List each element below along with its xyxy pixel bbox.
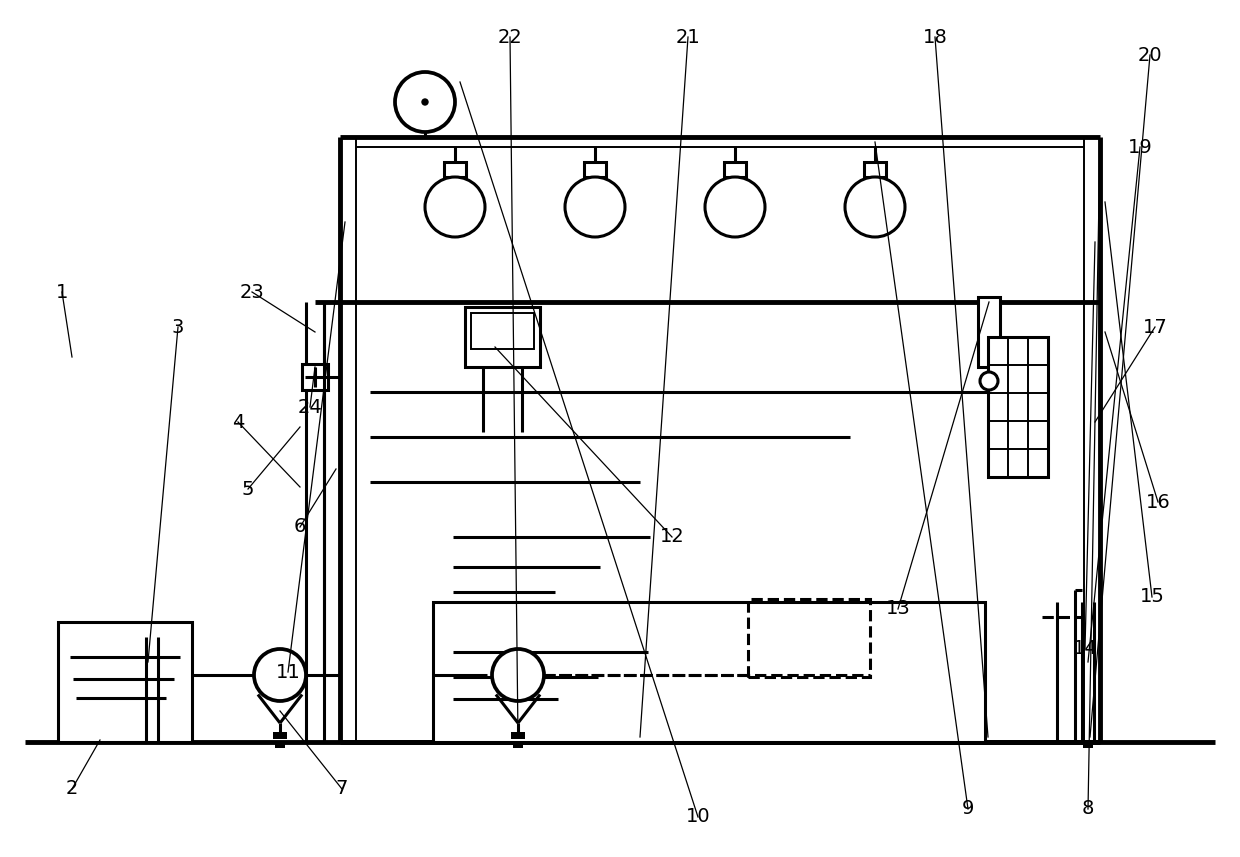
Bar [724,162,746,177]
Text: 22: 22 [497,27,522,46]
Text: 17: 17 [1142,317,1167,337]
Bar [273,732,286,739]
Text: 21: 21 [676,27,701,46]
Circle shape [254,649,306,701]
Bar [465,307,539,367]
Text: 9: 9 [962,800,975,818]
Circle shape [706,177,765,237]
Circle shape [422,99,428,105]
Bar [978,297,999,367]
Text: 23: 23 [239,283,264,302]
Text: 14: 14 [1073,639,1097,658]
Bar [275,741,285,748]
Circle shape [980,372,998,390]
Circle shape [425,177,485,237]
Bar [513,741,523,748]
Text: 16: 16 [1146,493,1171,512]
Text: 20: 20 [1137,45,1162,64]
Text: 5: 5 [242,480,254,499]
Bar [471,313,534,349]
Bar [864,162,887,177]
Bar [303,364,329,390]
Bar [444,162,466,177]
Bar [58,622,192,742]
Circle shape [492,649,544,701]
Text: 11: 11 [275,662,300,681]
Text: 24: 24 [298,398,322,417]
Bar [988,337,1048,477]
Text: 1: 1 [56,283,68,302]
Text: 12: 12 [660,528,684,547]
Text: 8: 8 [1081,800,1094,818]
Circle shape [565,177,625,237]
Text: 6: 6 [294,518,306,536]
Circle shape [844,177,905,237]
Text: 18: 18 [923,27,947,46]
Text: 10: 10 [686,807,711,826]
Circle shape [396,72,455,132]
Text: 4: 4 [232,412,244,432]
Bar [584,162,606,177]
Text: 7: 7 [336,780,348,799]
Bar [511,732,525,739]
Text: 15: 15 [1140,588,1164,607]
Text: 13: 13 [885,600,910,619]
Bar [1083,741,1092,748]
Text: 2: 2 [66,780,78,799]
Bar [748,599,870,677]
Text: 3: 3 [172,317,185,337]
Bar [433,602,985,742]
Text: 19: 19 [1127,137,1152,157]
